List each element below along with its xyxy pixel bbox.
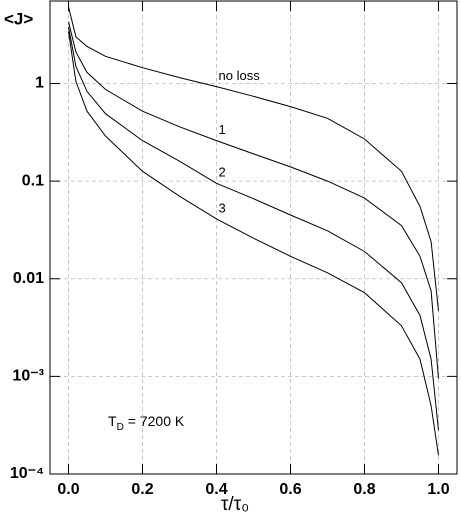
- plot-frame: [49, 0, 458, 475]
- annotation-subscript: D: [117, 422, 124, 433]
- x-axis-label: τ/τ₀: [221, 494, 249, 515]
- y-tick-label: 0.01: [13, 270, 44, 287]
- x-tick-label: 1.0: [427, 481, 449, 498]
- x-tick-label: 0.2: [131, 481, 153, 498]
- annotation-symbol: T: [108, 413, 117, 429]
- y-tick-label: 10⁻⁴: [10, 465, 44, 482]
- annotation-text: = 7200 K: [128, 413, 185, 429]
- x-tick-label: 0.6: [279, 481, 301, 498]
- x-tick-label: 0.0: [57, 481, 79, 498]
- series-label: 1: [219, 122, 226, 137]
- y-tick-label: 0.1: [22, 172, 44, 189]
- series-label: no loss: [219, 68, 261, 83]
- data-line: [68, 31, 439, 456]
- annotation: TD = 7200 K: [108, 413, 185, 433]
- data-line: [68, 26, 439, 431]
- x-tick-label: 0.4: [205, 481, 227, 498]
- data-line: [68, 21, 439, 379]
- series-label: 2: [219, 165, 226, 180]
- x-tick-label: 0.8: [353, 481, 375, 498]
- y-tick-label: 1: [35, 75, 44, 92]
- series-label: 3: [219, 200, 226, 215]
- data-line: [68, 6, 439, 311]
- y-axis-label: <J>: [4, 9, 33, 28]
- y-tick-label: 10⁻³: [12, 368, 44, 385]
